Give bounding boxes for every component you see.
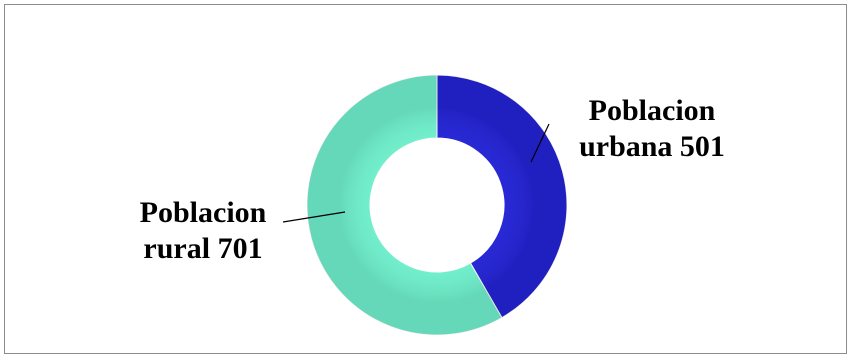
data-label-line: urbana 501 xyxy=(579,130,725,163)
data-label-poblacion-rural: Poblacion rural 701 xyxy=(140,196,267,265)
data-label-poblacion-urbana: Poblacion urbana 501 xyxy=(579,94,725,163)
doughnut-shading xyxy=(307,75,567,335)
chart-leader-lines xyxy=(282,123,550,223)
leader-line-2 xyxy=(282,211,346,223)
leader-line-1 xyxy=(530,123,550,163)
chart-slices xyxy=(306,74,568,336)
data-label-line: Poblacion xyxy=(140,196,267,229)
data-label-line: rural 701 xyxy=(143,232,262,265)
data-label-line: Poblacion xyxy=(589,94,716,127)
